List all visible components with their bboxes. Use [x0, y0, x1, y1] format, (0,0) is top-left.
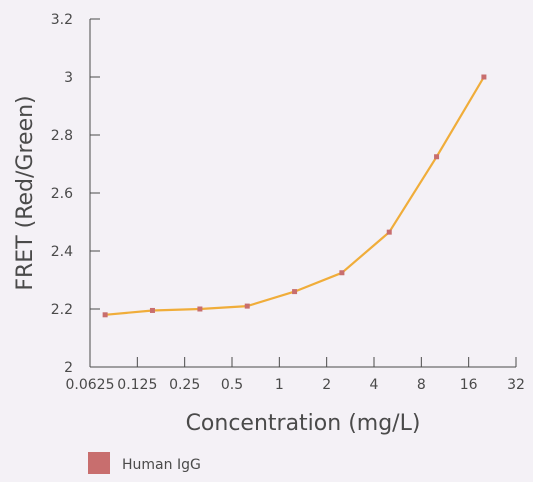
y-tick-label: 2.8	[51, 128, 73, 144]
plot-area	[102, 74, 487, 318]
legend-swatch	[88, 452, 110, 474]
x-tick-label: 0.5	[221, 377, 243, 393]
x-tick-label: 32	[507, 377, 525, 393]
y-axis-title: FRET (Red/Green)	[13, 95, 38, 290]
y-tick-label: 2.6	[51, 186, 73, 202]
x-tick-label: 2	[322, 377, 331, 393]
y-tick-label: 2.4	[51, 244, 73, 260]
series-line	[105, 76, 485, 316]
legend-label: Human IgG	[122, 457, 201, 473]
data-point	[197, 306, 203, 312]
x-tick-label: 0.125	[117, 377, 157, 393]
x-axis-title: Concentration (mg/L)	[186, 411, 421, 436]
data-point	[434, 154, 440, 160]
y-tick-label: 3.2	[51, 12, 73, 28]
y-axis: 2 2.2 2.4 2.6 2.8 3 3.2	[51, 12, 100, 376]
x-axis: 0.0625 0.125 0.25 0.5 1 2 4 8 16 32	[66, 357, 525, 393]
data-point	[481, 74, 487, 80]
data-point	[339, 270, 345, 276]
data-point	[386, 229, 392, 235]
legend: Human IgG	[88, 452, 201, 474]
data-point	[102, 312, 108, 318]
y-tick-label: 3	[64, 70, 73, 86]
x-tick-label: 8	[417, 377, 426, 393]
data-point	[244, 303, 250, 309]
x-tick-label: 1	[275, 377, 284, 393]
x-tick-label: 16	[460, 377, 478, 393]
x-tick-label: 0.25	[169, 377, 200, 393]
y-tick-label: 2	[64, 360, 73, 376]
data-point	[292, 289, 298, 295]
x-tick-label: 4	[370, 377, 379, 393]
data-point	[149, 307, 155, 313]
x-tick-label: 0.0625	[66, 377, 115, 393]
y-tick-label: 2.2	[51, 302, 73, 318]
